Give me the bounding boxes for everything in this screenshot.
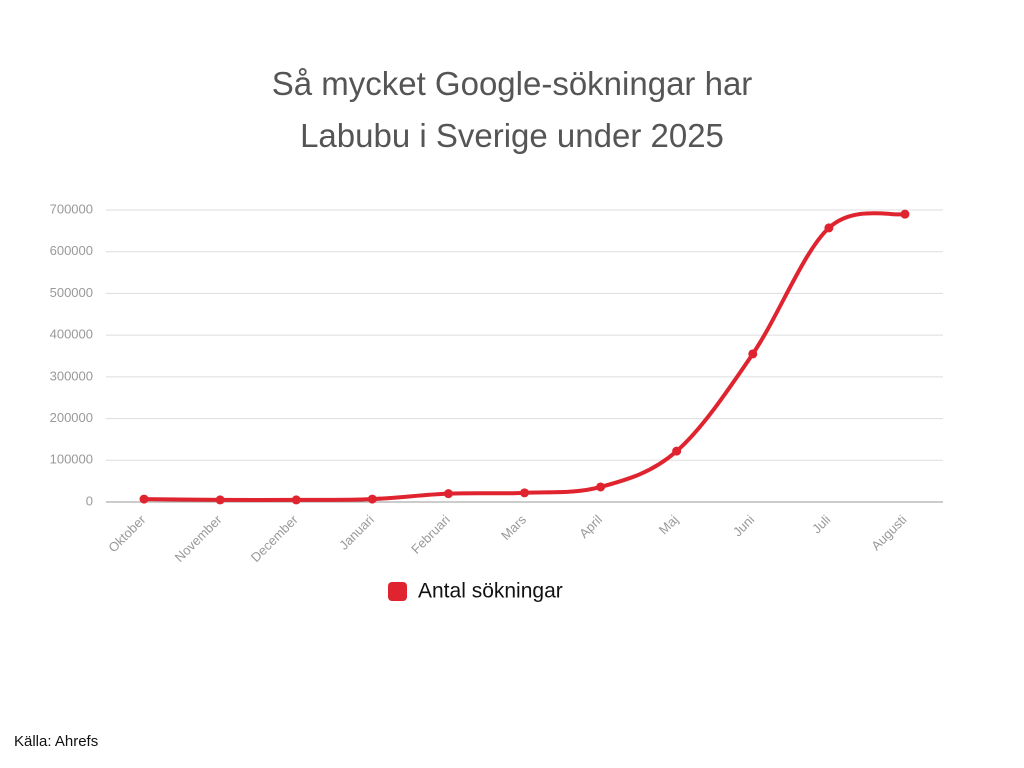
data-point xyxy=(291,495,301,505)
x-tick-label: Augusti xyxy=(868,512,909,553)
data-point xyxy=(215,495,225,505)
x-tick-label: December xyxy=(248,511,301,564)
x-tick-label: Januari xyxy=(336,512,377,553)
x-tick-label: Oktober xyxy=(105,511,149,555)
data-point xyxy=(748,349,758,359)
y-tick-label: 300000 xyxy=(50,368,93,383)
data-point xyxy=(443,489,453,499)
data-point xyxy=(824,223,834,233)
y-tick-label: 0 xyxy=(86,493,93,508)
data-point xyxy=(596,482,606,492)
y-tick-label: 100000 xyxy=(50,452,93,467)
y-tick-label: 400000 xyxy=(50,327,93,342)
y-tick-label: 500000 xyxy=(50,285,93,300)
data-point xyxy=(900,209,910,219)
data-point xyxy=(367,494,377,504)
y-tick-label: 600000 xyxy=(50,243,93,258)
x-tick-label: Juli xyxy=(809,512,833,536)
chart: 0 100000 200000 300000 400000 500000 600000 700… xyxy=(50,201,943,603)
y-tick-label: 700000 xyxy=(50,201,93,216)
y-tick-label: 200000 xyxy=(50,410,93,425)
chart-title: Så mycket Google-sökningar har Labubu i … xyxy=(271,65,753,154)
legend-swatch xyxy=(388,582,407,601)
data-point xyxy=(139,494,149,504)
source-note: Källa: Ahrefs xyxy=(14,733,99,750)
x-tick-label: Mars xyxy=(498,512,529,543)
x-tick-label: Februari xyxy=(408,512,453,557)
series-line xyxy=(144,211,906,503)
x-tick-label: April xyxy=(576,512,605,541)
data-point xyxy=(520,488,529,498)
data-point xyxy=(672,446,682,456)
x-tick-label: November xyxy=(172,511,225,564)
x-tick-label: Maj xyxy=(656,512,681,537)
x-tick-label: Juni xyxy=(730,512,758,540)
legend-label: Antal sökningar xyxy=(418,580,563,603)
